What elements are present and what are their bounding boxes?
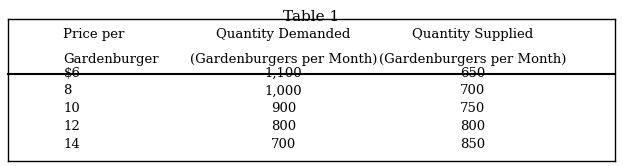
Text: 800: 800 xyxy=(271,120,296,133)
Text: (Gardenburgers per Month): (Gardenburgers per Month) xyxy=(190,53,378,66)
Text: 12: 12 xyxy=(64,120,80,133)
Text: 750: 750 xyxy=(460,102,485,115)
Text: 14: 14 xyxy=(64,138,80,151)
Text: Gardenburger: Gardenburger xyxy=(64,53,159,66)
Text: Table 1: Table 1 xyxy=(283,10,340,24)
Text: $6: $6 xyxy=(64,67,80,80)
Text: (Gardenburgers per Month): (Gardenburgers per Month) xyxy=(379,53,566,66)
Text: 700: 700 xyxy=(460,84,485,97)
Text: 850: 850 xyxy=(460,138,485,151)
Text: Quantity Demanded: Quantity Demanded xyxy=(216,28,351,41)
Text: Price per: Price per xyxy=(64,28,125,41)
Text: 700: 700 xyxy=(271,138,296,151)
Text: 8: 8 xyxy=(64,84,72,97)
Text: 900: 900 xyxy=(271,102,296,115)
Text: 650: 650 xyxy=(460,67,485,80)
Text: 10: 10 xyxy=(64,102,80,115)
Text: 1,100: 1,100 xyxy=(265,67,302,80)
Text: 1,000: 1,000 xyxy=(265,84,302,97)
Text: Quantity Supplied: Quantity Supplied xyxy=(412,28,533,41)
Text: 800: 800 xyxy=(460,120,485,133)
